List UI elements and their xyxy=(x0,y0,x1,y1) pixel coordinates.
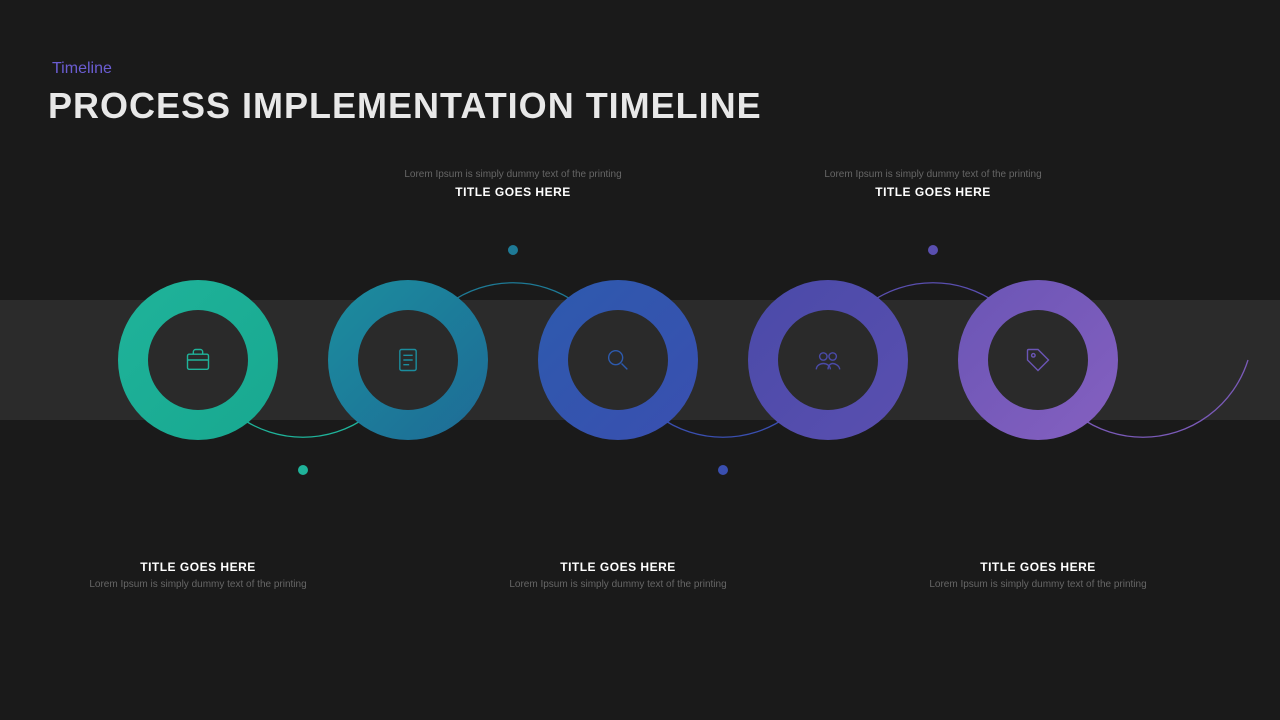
step-ring xyxy=(328,280,488,440)
step-desc: Lorem Ipsum is simply dummy text of the … xyxy=(88,578,308,591)
step-label: TITLE GOES HERE Lorem Ipsum is simply du… xyxy=(928,560,1148,591)
briefcase-icon xyxy=(148,310,248,410)
step-label: TITLE GOES HERE Lorem Ipsum is simply du… xyxy=(88,560,308,591)
connector-dot xyxy=(928,245,938,255)
step-desc: Lorem Ipsum is simply dummy text of the … xyxy=(508,578,728,591)
connector-dot xyxy=(298,465,308,475)
step-ring xyxy=(118,280,278,440)
connector-dot xyxy=(508,245,518,255)
step-label: Lorem Ipsum is simply dummy text of the … xyxy=(823,168,1043,199)
tag-icon xyxy=(988,310,1088,410)
step-label: TITLE GOES HERE Lorem Ipsum is simply du… xyxy=(508,560,728,591)
step-ring xyxy=(538,280,698,440)
step-desc: Lorem Ipsum is simply dummy text of the … xyxy=(823,168,1043,181)
step-desc: Lorem Ipsum is simply dummy text of the … xyxy=(928,578,1148,591)
timeline-stage: TITLE GOES HERE Lorem Ipsum is simply du… xyxy=(0,0,1280,720)
search-icon xyxy=(568,310,668,410)
step-label: Lorem Ipsum is simply dummy text of the … xyxy=(403,168,623,199)
step-ring xyxy=(748,280,908,440)
step-title: TITLE GOES HERE xyxy=(403,185,623,199)
step-title: TITLE GOES HERE xyxy=(928,560,1148,574)
users-icon xyxy=(778,310,878,410)
step-ring xyxy=(958,280,1118,440)
step-title: TITLE GOES HERE xyxy=(508,560,728,574)
step-desc: Lorem Ipsum is simply dummy text of the … xyxy=(403,168,623,181)
document-icon xyxy=(358,310,458,410)
connector-dot xyxy=(718,465,728,475)
step-title: TITLE GOES HERE xyxy=(88,560,308,574)
step-title: TITLE GOES HERE xyxy=(823,185,1043,199)
